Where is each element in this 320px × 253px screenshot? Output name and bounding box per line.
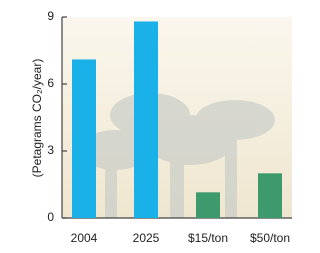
x-tick-label: $50/ton: [250, 231, 290, 245]
bar: [134, 21, 158, 218]
y-tick-label: 6: [47, 76, 54, 90]
bar: [258, 173, 282, 218]
x-tick-label: $15/ton: [188, 231, 228, 245]
chart: (Petagrams CO₂/year) 0 3 6 9 2004 2025 $15/ton…: [0, 0, 298, 248]
bar: [196, 192, 220, 218]
y-axis-label: (Petagrams CO₂/year): [30, 59, 44, 178]
bar: [72, 59, 96, 218]
y-tick-label: 0: [47, 210, 54, 224]
y-tick-label: 9: [47, 9, 54, 23]
x-tick-label: 2025: [133, 231, 160, 245]
y-tick-label: 3: [47, 143, 54, 157]
x-tick-label: 2004: [71, 231, 98, 245]
